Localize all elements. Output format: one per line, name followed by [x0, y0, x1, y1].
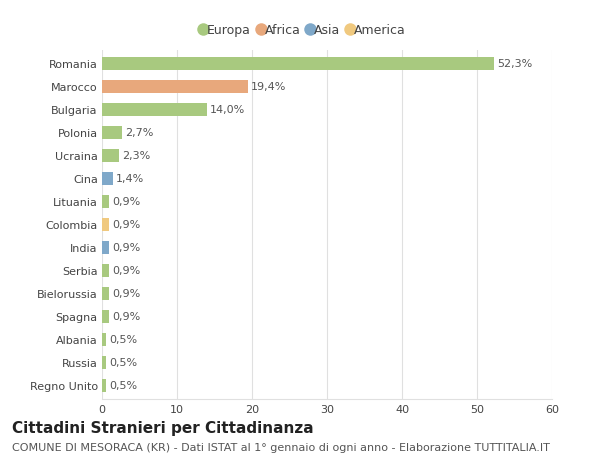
- Text: 1,4%: 1,4%: [116, 174, 144, 184]
- Text: 19,4%: 19,4%: [251, 82, 286, 92]
- Text: 0,9%: 0,9%: [112, 243, 140, 253]
- Text: 2,3%: 2,3%: [122, 151, 151, 161]
- Bar: [102, 218, 109, 232]
- Bar: [102, 333, 106, 347]
- Bar: [102, 195, 109, 209]
- Bar: [102, 241, 109, 255]
- Text: 0,9%: 0,9%: [112, 197, 140, 207]
- Bar: [102, 149, 119, 163]
- Text: 14,0%: 14,0%: [210, 105, 245, 115]
- Text: 52,3%: 52,3%: [497, 59, 533, 69]
- Text: 0,5%: 0,5%: [109, 381, 137, 391]
- Text: 0,9%: 0,9%: [112, 220, 140, 230]
- Text: Cittadini Stranieri per Cittadinanza: Cittadini Stranieri per Cittadinanza: [12, 420, 314, 435]
- Bar: [102, 310, 109, 324]
- Bar: [102, 80, 248, 94]
- Bar: [102, 172, 113, 186]
- Text: 2,7%: 2,7%: [125, 128, 154, 138]
- Bar: [102, 126, 122, 140]
- Bar: [102, 103, 207, 117]
- Text: 0,5%: 0,5%: [109, 358, 137, 368]
- Bar: [102, 287, 109, 301]
- Text: 0,9%: 0,9%: [112, 312, 140, 322]
- Bar: [102, 57, 494, 71]
- Text: 0,9%: 0,9%: [112, 266, 140, 276]
- Text: 0,9%: 0,9%: [112, 289, 140, 299]
- Bar: [102, 356, 106, 369]
- Bar: [102, 379, 106, 392]
- Text: COMUNE DI MESORACA (KR) - Dati ISTAT al 1° gennaio di ogni anno - Elaborazione T: COMUNE DI MESORACA (KR) - Dati ISTAT al …: [12, 442, 550, 452]
- Legend: Europa, Africa, Asia, America: Europa, Africa, Asia, America: [203, 24, 406, 37]
- Bar: [102, 264, 109, 278]
- Text: 0,5%: 0,5%: [109, 335, 137, 345]
